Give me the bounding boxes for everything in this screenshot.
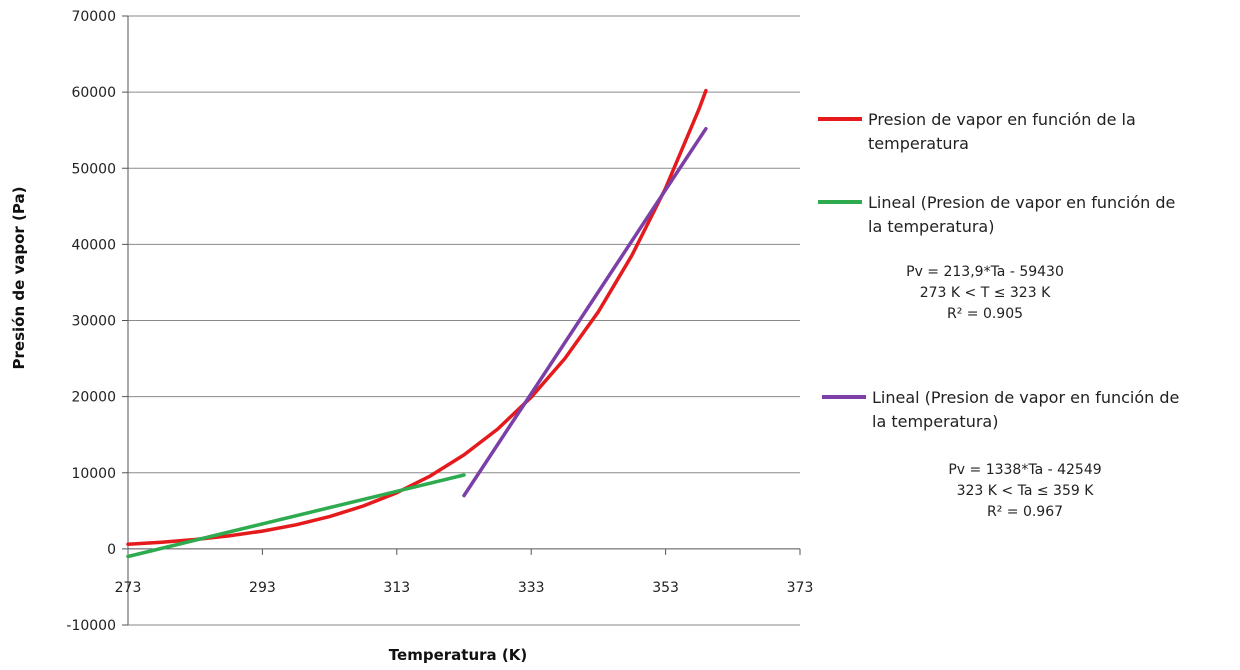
regression-annotation: Pv = 1338*Ta - 42549 323 K < Ta ≤ 359 K R²… (948, 462, 1101, 520)
plot-area (126, 88, 708, 559)
series-line-linear-fit-low (126, 473, 466, 559)
x-tick-label: 373 (787, 580, 814, 596)
regression-annotation: Pv = 213,9*Ta - 59430 273 K < T ≤ 323 K R²… (906, 264, 1064, 322)
axes (122, 15, 801, 626)
x-tick-label: 293 (249, 580, 276, 596)
x-axis-title: Temperatura (K) (389, 646, 527, 664)
legend: Presion de vapor en función de la tempera… (818, 110, 1179, 520)
legend-label: Presion de vapor en función de la tempera… (868, 110, 1136, 153)
x-tick-labels: 273 293 313 333 353 373 (115, 580, 814, 596)
x-tick-label: 273 (115, 580, 142, 596)
x-tick-label: 313 (383, 580, 410, 596)
y-tick-labels: 70000 60000 50000 40000 30000 20000 10000 0 -100… (66, 9, 116, 634)
y-tick-label: -10000 (66, 618, 116, 634)
x-tick-label: 353 (652, 580, 679, 596)
y-tick-label: 20000 (71, 390, 116, 406)
y-tick-label: 10000 (71, 466, 116, 482)
y-tick-label: 70000 (71, 9, 116, 25)
y-tick-label: 50000 (71, 161, 116, 177)
y-tick-label: 40000 (71, 237, 116, 253)
series-line-linear-fit-high (462, 126, 708, 498)
y-tick-label: 0 (107, 542, 116, 558)
y-tick-label: 60000 (71, 85, 116, 101)
y-tick-label: 30000 (71, 314, 116, 330)
series-line-vapor-pressure (126, 88, 708, 546)
legend-label: Lineal (Presion de vapor en función de la… (868, 193, 1175, 236)
gridlines (128, 15, 800, 626)
y-axis-title: Presión de vapor (Pa) (10, 187, 28, 370)
legend-label: Lineal (Presion de vapor en función de la… (872, 388, 1179, 431)
x-tick-label: 333 (518, 580, 545, 596)
